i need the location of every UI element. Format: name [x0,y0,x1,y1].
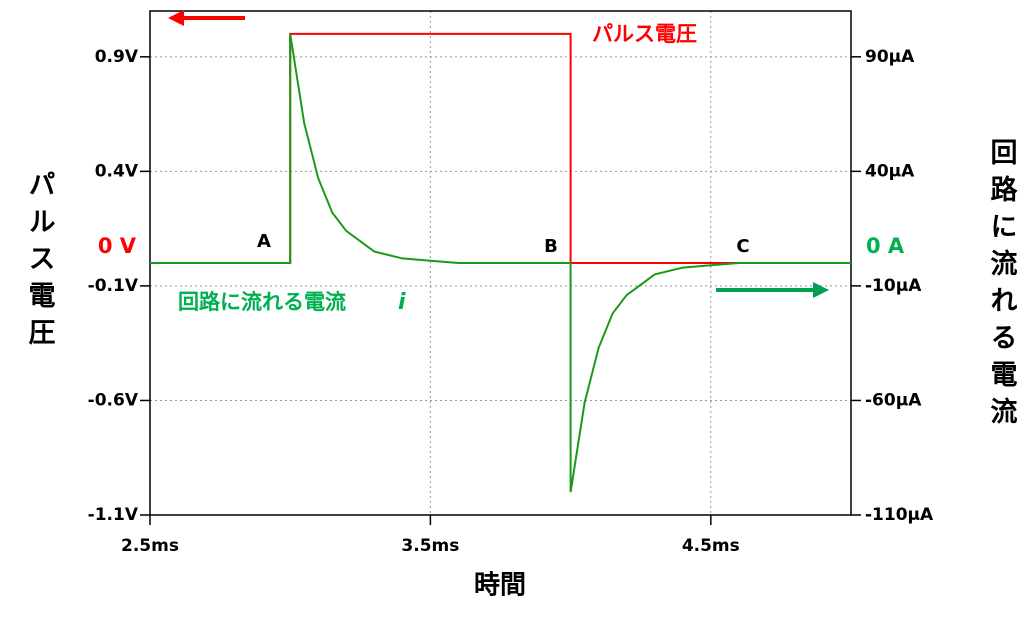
y-tick-label: -0.6V [88,390,139,410]
y-tick-label: -0.1V [88,276,139,296]
x-tick-label: 2.5ms [121,536,179,556]
y2-tick-label: -110µA [865,505,934,525]
arrow-left-head [168,10,184,26]
arrow-right-head [813,282,829,298]
y2-tick-label: -10µA [865,276,922,296]
point-label: C [736,236,749,257]
x-tick-label: 4.5ms [682,536,740,556]
y2-tick-label: -60µA [865,390,922,410]
y-axis-title: パルス電圧 [24,170,56,355]
y2-axis-title: 回路に流れる電流 [986,138,1018,434]
x-tick-label: 3.5ms [401,536,459,556]
y2-tick-label: 90µA [865,47,915,67]
point-label: B [544,236,558,257]
y-tick-label: -1.1V [88,505,139,525]
series-line [150,33,851,493]
series-label: パルス電圧 [592,22,697,46]
y-tick-label: 0.4V [95,161,139,181]
y2-tick-label: 40µA [865,161,915,181]
point-label: A [257,231,271,252]
marks [150,32,851,493]
series-label: 回路に流れる電流 [178,290,346,314]
y-tick-label: 0.9V [95,47,139,67]
series-line [150,32,851,264]
zero-v-label: 0 V [98,234,137,258]
x-axis-title: 時間 [474,571,526,601]
current-symbol: i [398,290,406,315]
zero-a-label: 0 A [866,234,905,258]
